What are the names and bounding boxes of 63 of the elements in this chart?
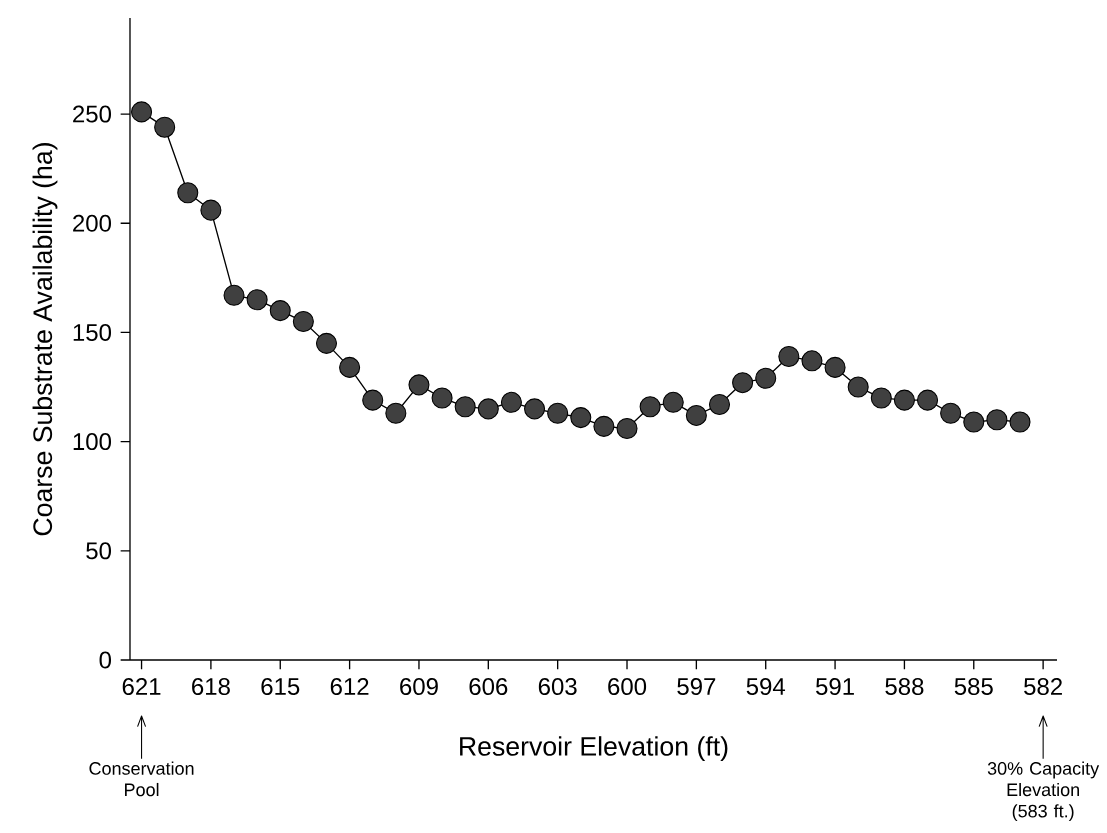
point bbox=[454, 396, 476, 418]
point bbox=[385, 402, 407, 424]
point bbox=[315, 332, 338, 354]
x-tick-label: 615 bbox=[261, 678, 300, 696]
point bbox=[755, 367, 777, 389]
x-tick-label: 609 bbox=[400, 678, 438, 696]
point bbox=[593, 415, 615, 437]
point bbox=[339, 356, 361, 378]
text: Conservation Pool bbox=[89, 761, 194, 797]
point bbox=[986, 409, 1008, 431]
point bbox=[732, 372, 754, 394]
point bbox=[1009, 411, 1031, 433]
point bbox=[685, 404, 707, 426]
x-tick-label: 603 bbox=[538, 678, 577, 696]
point bbox=[223, 284, 245, 306]
point bbox=[662, 391, 684, 413]
point bbox=[708, 393, 731, 416]
y-tick-label: 150 bbox=[73, 323, 112, 341]
point bbox=[570, 407, 592, 429]
point bbox=[131, 101, 153, 123]
point bbox=[639, 396, 661, 418]
x-tick-label: 585 bbox=[954, 678, 993, 696]
point bbox=[616, 417, 638, 440]
point bbox=[408, 374, 430, 396]
y-tick-label: 200 bbox=[73, 214, 112, 232]
y-tick-label: 0 bbox=[99, 651, 112, 669]
point bbox=[524, 398, 546, 420]
x-tick-label: 606 bbox=[469, 678, 508, 696]
y-tick-label: 250 bbox=[73, 105, 112, 123]
point bbox=[154, 116, 176, 138]
point bbox=[870, 387, 892, 409]
y-axis-title: Coarse Substrate Availability (ha) bbox=[32, 143, 58, 536]
x-axis-title: Reservoir Elevation (ft) bbox=[460, 736, 728, 762]
point bbox=[847, 376, 869, 398]
point bbox=[917, 389, 939, 411]
x-tick-label: 588 bbox=[885, 678, 924, 696]
point bbox=[292, 310, 314, 333]
point bbox=[362, 389, 384, 411]
point bbox=[500, 391, 522, 413]
x-tick-label: 600 bbox=[608, 678, 647, 696]
x-tick-label: 582 bbox=[1024, 678, 1062, 696]
point bbox=[177, 182, 199, 204]
point bbox=[940, 402, 962, 424]
point bbox=[801, 350, 823, 372]
point bbox=[431, 387, 453, 409]
text: 30% Capacity Elevation (583 ft.) bbox=[987, 761, 1100, 822]
point bbox=[963, 411, 985, 433]
point bbox=[893, 389, 915, 411]
x-tick-label: 621 bbox=[122, 678, 161, 696]
point bbox=[269, 300, 291, 322]
x-tick-label: 594 bbox=[746, 678, 786, 696]
x-tick-label: 591 bbox=[816, 678, 854, 696]
y-tick-label: 50 bbox=[86, 542, 112, 560]
point bbox=[547, 402, 569, 424]
point bbox=[200, 199, 222, 221]
point bbox=[246, 289, 268, 311]
point bbox=[824, 356, 846, 378]
x-tick-label: 597 bbox=[677, 678, 716, 696]
point bbox=[778, 345, 800, 368]
x-tick-label: 612 bbox=[330, 678, 369, 696]
point bbox=[477, 398, 499, 420]
x-tick-label: 618 bbox=[192, 678, 230, 696]
y-tick-label: 100 bbox=[73, 433, 112, 451]
